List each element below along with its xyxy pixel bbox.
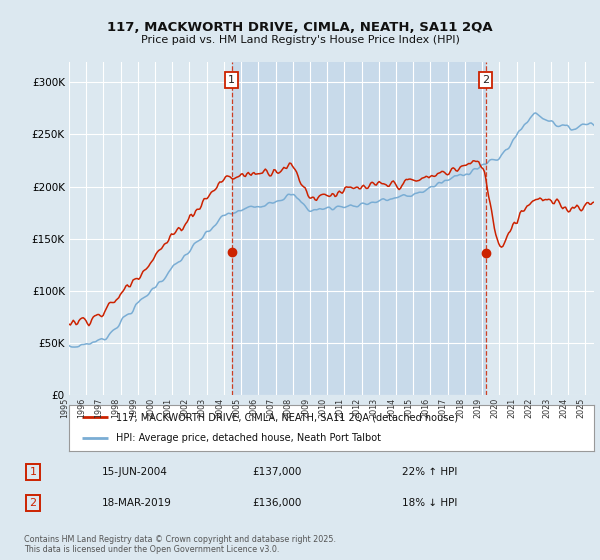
Text: 18% ↓ HPI: 18% ↓ HPI	[402, 498, 457, 508]
Text: 2024: 2024	[559, 398, 568, 418]
Text: 2: 2	[29, 498, 37, 508]
Text: 1998: 1998	[112, 398, 121, 418]
Text: 1: 1	[29, 467, 37, 477]
Text: 1996: 1996	[77, 398, 86, 418]
Text: 2007: 2007	[266, 398, 275, 418]
Text: 2016: 2016	[421, 398, 430, 418]
Text: 2010: 2010	[318, 398, 327, 418]
Text: £137,000: £137,000	[252, 467, 301, 477]
Text: 2008: 2008	[284, 398, 293, 418]
Text: 15-JUN-2004: 15-JUN-2004	[102, 467, 168, 477]
Text: 2000: 2000	[146, 398, 155, 418]
Text: 22% ↑ HPI: 22% ↑ HPI	[402, 467, 457, 477]
Text: 2013: 2013	[370, 398, 379, 418]
Text: 117, MACKWORTH DRIVE, CIMLA, NEATH, SA11 2QA: 117, MACKWORTH DRIVE, CIMLA, NEATH, SA11…	[107, 21, 493, 34]
Text: 2012: 2012	[353, 398, 362, 418]
Bar	[232, 62, 485, 395]
Text: 2023: 2023	[542, 398, 551, 418]
Text: 2025: 2025	[577, 398, 586, 418]
Text: 2018: 2018	[456, 398, 465, 418]
Text: 2002: 2002	[181, 398, 190, 418]
Text: 2022: 2022	[525, 398, 534, 418]
Text: 1999: 1999	[129, 398, 138, 418]
Text: 2005: 2005	[232, 398, 241, 418]
Text: 1995: 1995	[60, 398, 69, 418]
Text: Contains HM Land Registry data © Crown copyright and database right 2025.
This d: Contains HM Land Registry data © Crown c…	[24, 535, 336, 554]
Text: 117, MACKWORTH DRIVE, CIMLA, NEATH, SA11 2QA (detached house): 117, MACKWORTH DRIVE, CIMLA, NEATH, SA11…	[116, 412, 458, 422]
Text: 18-MAR-2019: 18-MAR-2019	[102, 498, 172, 508]
Text: 2019: 2019	[473, 398, 482, 418]
Text: 2017: 2017	[439, 398, 448, 418]
Text: 2: 2	[482, 75, 489, 85]
Text: 2020: 2020	[490, 398, 499, 418]
Text: 2015: 2015	[404, 398, 413, 418]
Text: 2021: 2021	[508, 398, 517, 418]
Text: 1: 1	[228, 75, 235, 85]
Text: 2004: 2004	[215, 398, 224, 418]
Text: 2009: 2009	[301, 398, 310, 418]
Text: £136,000: £136,000	[252, 498, 301, 508]
Text: 2006: 2006	[250, 398, 259, 418]
Text: 2014: 2014	[387, 398, 396, 418]
Text: Price paid vs. HM Land Registry's House Price Index (HPI): Price paid vs. HM Land Registry's House …	[140, 35, 460, 45]
Text: 2011: 2011	[335, 398, 344, 418]
Text: 1997: 1997	[94, 398, 103, 418]
Text: HPI: Average price, detached house, Neath Port Talbot: HPI: Average price, detached house, Neat…	[116, 433, 381, 444]
Text: 2001: 2001	[163, 398, 172, 418]
Text: 2003: 2003	[198, 398, 207, 418]
